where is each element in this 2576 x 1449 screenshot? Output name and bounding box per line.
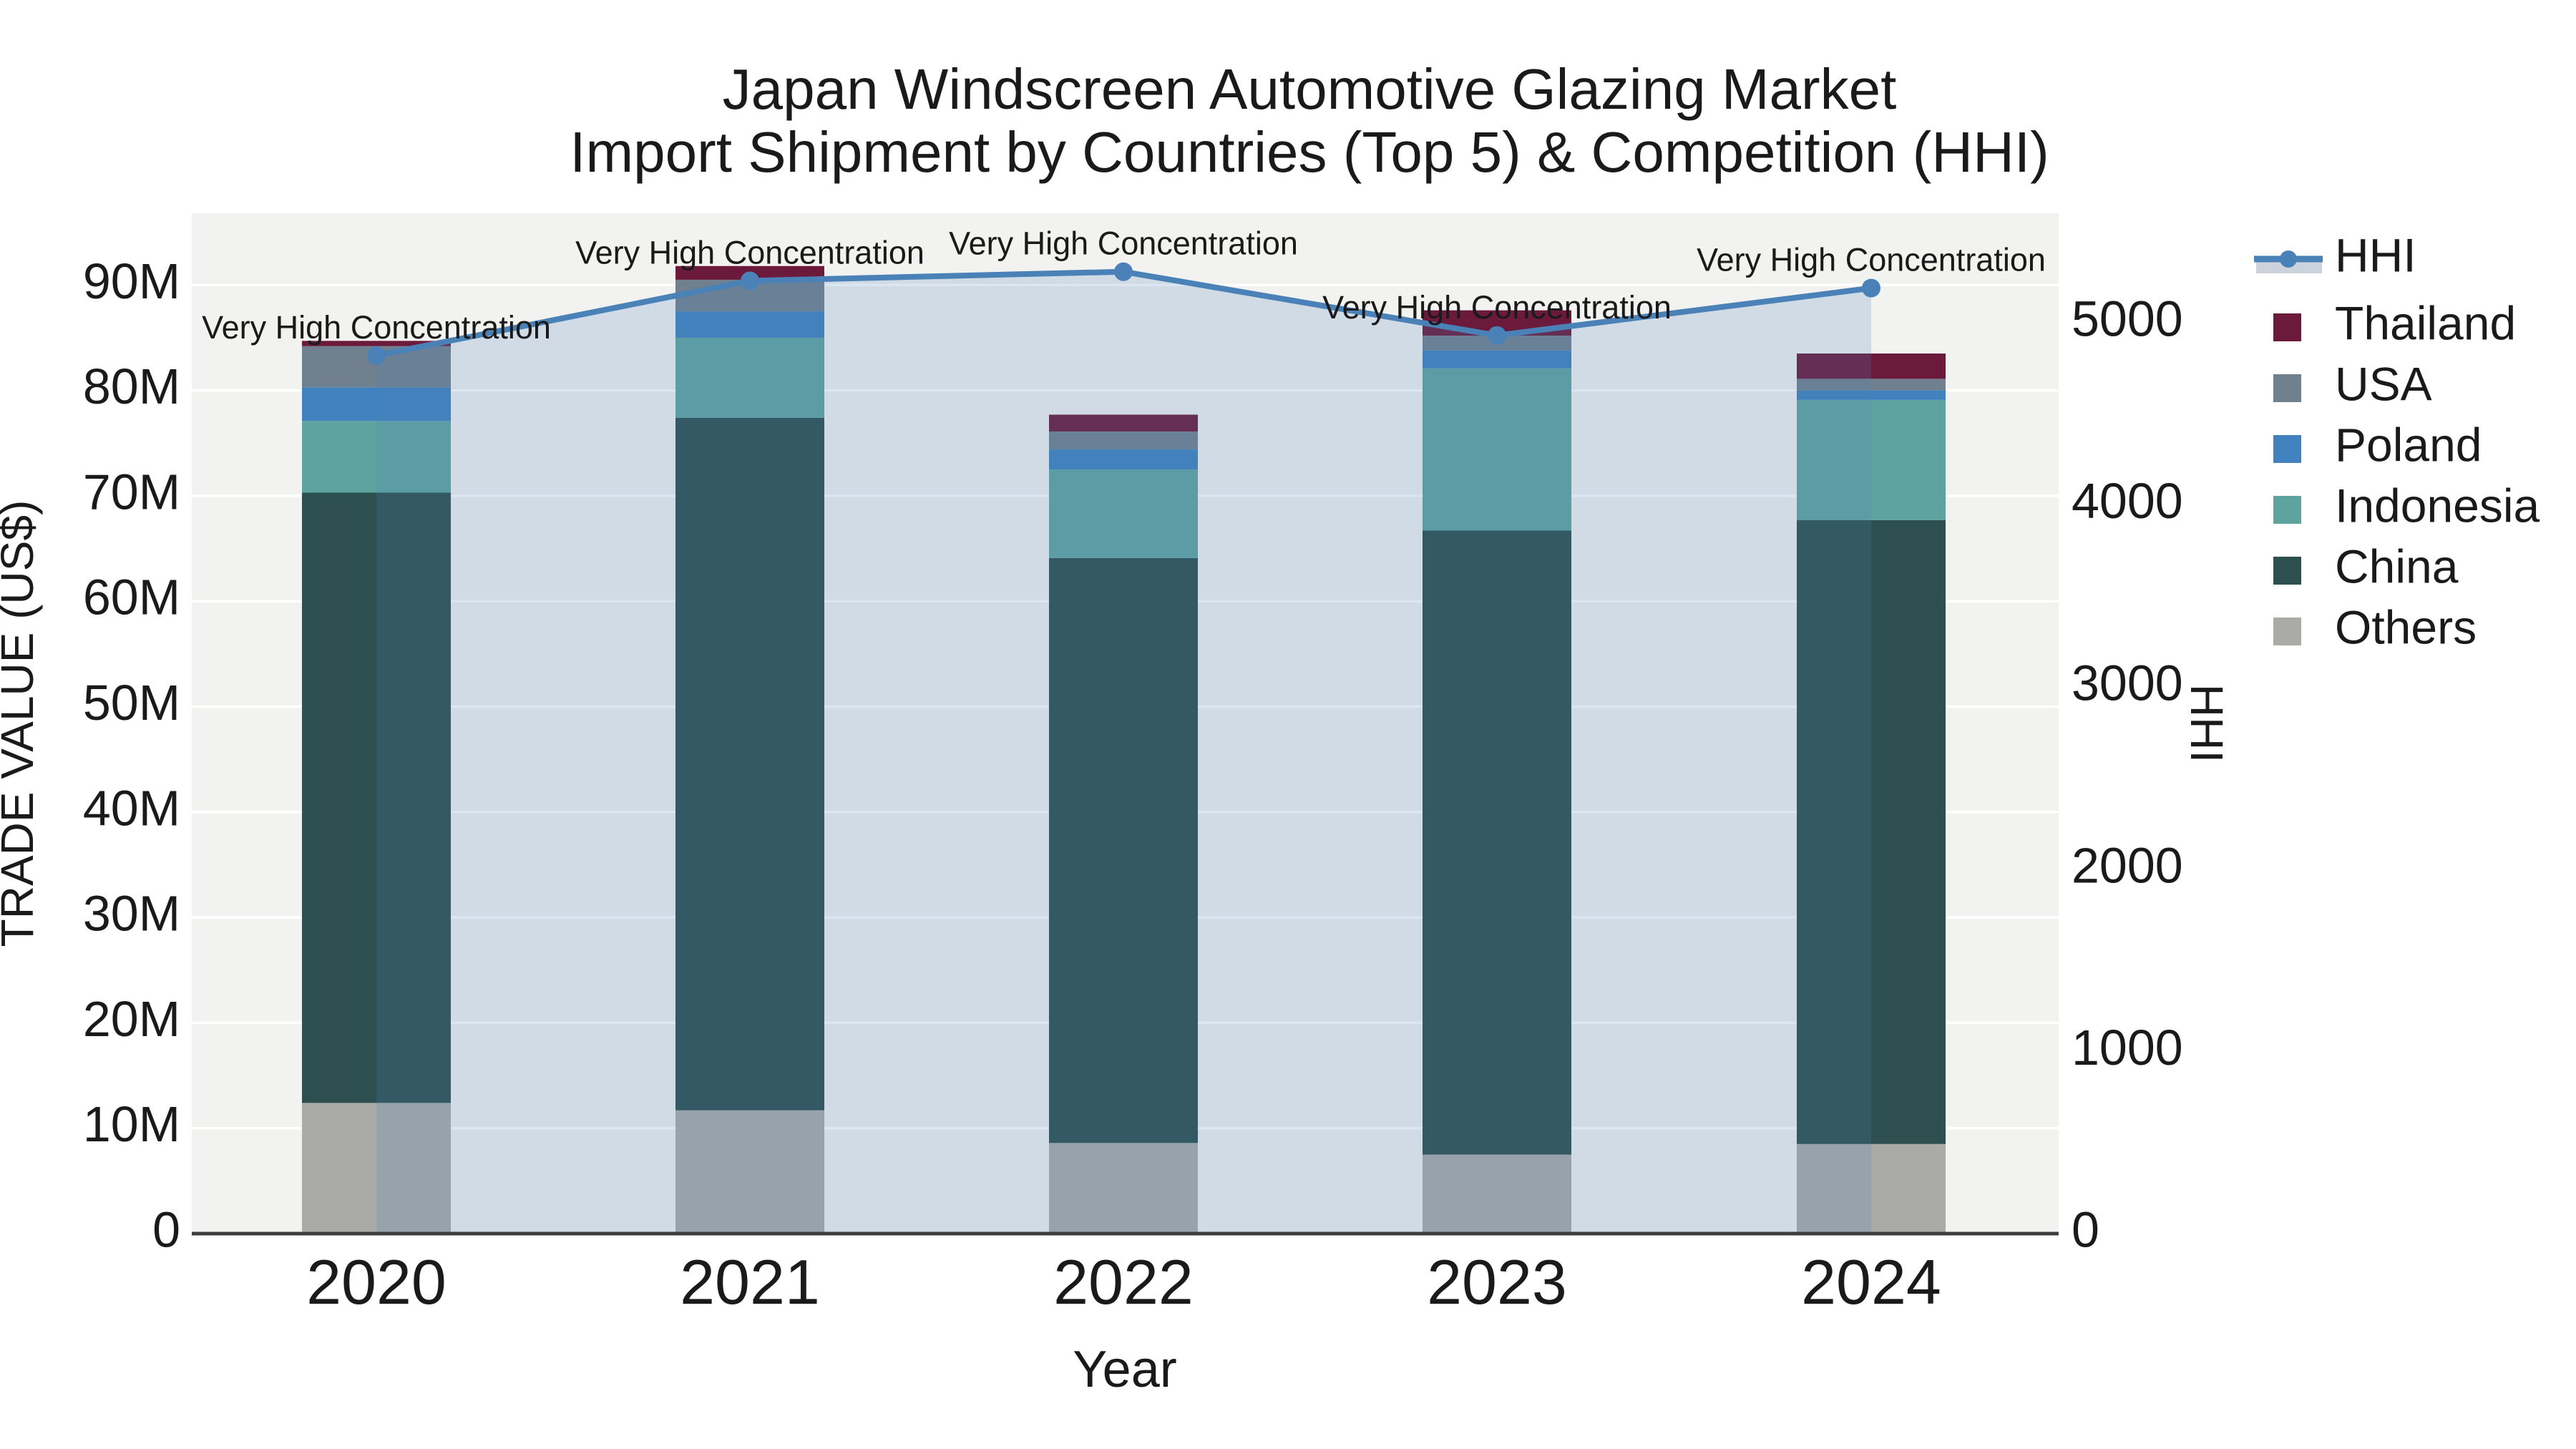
legend-swatch-poland bbox=[2273, 435, 2301, 463]
y-right-tick-4000: 4000 bbox=[2072, 473, 2183, 529]
legend-label-china: China bbox=[2335, 540, 2459, 592]
legend-item-poland[interactable]: Poland bbox=[2273, 418, 2482, 471]
y-left-tick-30M: 30M bbox=[83, 886, 180, 942]
x-axis-title: Year bbox=[1073, 1341, 1176, 1398]
y-right-tick-3000: 3000 bbox=[2072, 655, 2183, 711]
bar-segment-indonesia-2021[interactable] bbox=[675, 337, 824, 418]
bar-segment-china-2020[interactable] bbox=[302, 492, 451, 1103]
chart-title-line1: Japan Windscreen Automotive Glazing Mark… bbox=[723, 57, 1897, 121]
bar-segment-thailand-2022[interactable] bbox=[1049, 414, 1198, 432]
chart-title-line2: Import Shipment by Countries (Top 5) & C… bbox=[570, 120, 2049, 184]
bar-segment-others-2023[interactable] bbox=[1423, 1154, 1571, 1234]
bar-segment-poland-2021[interactable] bbox=[675, 311, 824, 338]
bar-segment-poland-2020[interactable] bbox=[302, 387, 451, 421]
y-left-tick-10M: 10M bbox=[83, 1096, 180, 1152]
legend-swatch-indonesia bbox=[2273, 496, 2301, 524]
y-left-axis-title: TRADE VALUE (US$) bbox=[0, 500, 43, 947]
annotation-2020: Very High Concentration bbox=[202, 309, 551, 346]
y-right-tick-1000: 1000 bbox=[2072, 1020, 2183, 1075]
hhi-marker-2023[interactable] bbox=[1488, 326, 1506, 345]
y-right-axis-title: HHI bbox=[2181, 684, 2233, 763]
legend-item-others[interactable]: Others bbox=[2273, 600, 2477, 653]
bar-segment-others-2022[interactable] bbox=[1049, 1143, 1198, 1234]
bar-segment-poland-2022[interactable] bbox=[1049, 449, 1198, 470]
bar-segment-indonesia-2023[interactable] bbox=[1423, 368, 1571, 531]
legend-label-poland: Poland bbox=[2335, 418, 2482, 471]
legend-item-indonesia[interactable]: Indonesia bbox=[2273, 479, 2540, 532]
y-right-tick-2000: 2000 bbox=[2072, 837, 2183, 893]
x-tick-2021: 2021 bbox=[680, 1246, 820, 1317]
legend-label-thailand: Thailand bbox=[2335, 296, 2516, 349]
legend-item-hhi[interactable]: HHI bbox=[2254, 228, 2416, 281]
bar-segment-china-2022[interactable] bbox=[1049, 557, 1198, 1143]
legend-item-thailand[interactable]: Thailand bbox=[2273, 296, 2516, 349]
legend-label-indonesia: Indonesia bbox=[2335, 479, 2540, 532]
hhi-marker-2024[interactable] bbox=[1862, 278, 1880, 298]
y-left-tick-60M: 60M bbox=[83, 570, 180, 625]
bar-segment-thailand-2024[interactable] bbox=[1797, 353, 1946, 379]
x-tick-2024: 2024 bbox=[1801, 1246, 1941, 1317]
annotation-2022: Very High Concentration bbox=[949, 225, 1298, 262]
bar-segment-thailand-2020[interactable] bbox=[302, 341, 451, 346]
legend-swatch-china bbox=[2273, 557, 2301, 585]
legend-swatch-thailand bbox=[2273, 313, 2301, 341]
bar-segment-china-2023[interactable] bbox=[1423, 530, 1571, 1155]
bar-segment-others-2021[interactable] bbox=[675, 1110, 824, 1234]
hhi-marker-2021[interactable] bbox=[741, 271, 759, 291]
bar-segment-indonesia-2022[interactable] bbox=[1049, 469, 1198, 558]
y-right-tick-0: 0 bbox=[2072, 1201, 2099, 1257]
hhi-fill-area bbox=[376, 271, 1871, 1234]
bar-segment-china-2024[interactable] bbox=[1797, 519, 1946, 1144]
hhi-marker-2022[interactable] bbox=[1114, 262, 1133, 281]
bar-segment-usa-2024[interactable] bbox=[1797, 379, 1946, 391]
bar-segment-indonesia-2020[interactable] bbox=[302, 421, 451, 493]
bar-segment-others-2024[interactable] bbox=[1797, 1143, 1946, 1234]
legend-item-usa[interactable]: USA bbox=[2273, 357, 2432, 410]
bar-segment-poland-2023[interactable] bbox=[1423, 350, 1571, 369]
bar-segment-poland-2024[interactable] bbox=[1797, 390, 1946, 400]
bar-segment-indonesia-2024[interactable] bbox=[1797, 399, 1946, 520]
legend-swatch-others bbox=[2273, 618, 2301, 645]
hhi-marker-2020[interactable] bbox=[367, 346, 386, 365]
y-left-tick-0: 0 bbox=[152, 1201, 180, 1257]
bar-segment-china-2021[interactable] bbox=[675, 417, 824, 1111]
annotation-2021: Very High Concentration bbox=[575, 234, 924, 270]
y-left-tick-20M: 20M bbox=[83, 991, 180, 1047]
bar-segment-usa-2022[interactable] bbox=[1049, 431, 1198, 450]
y-right-tick-5000: 5000 bbox=[2072, 291, 2183, 346]
x-tick-2020: 2020 bbox=[306, 1246, 447, 1317]
annotation-2023: Very High Concentration bbox=[1322, 289, 1672, 326]
legend-swatch-usa bbox=[2273, 374, 2301, 402]
y-left-tick-70M: 70M bbox=[83, 464, 180, 519]
bar-segment-others-2020[interactable] bbox=[302, 1103, 451, 1234]
legend-hhi-marker-sample bbox=[2280, 250, 2297, 268]
legend-item-china[interactable]: China bbox=[2273, 540, 2459, 592]
legend-label-hhi: HHI bbox=[2335, 228, 2416, 281]
annotation-2024: Very High Concentration bbox=[1697, 242, 2046, 278]
x-tick-2023: 2023 bbox=[1427, 1246, 1567, 1317]
y-left-tick-90M: 90M bbox=[83, 253, 180, 309]
legend-label-usa: USA bbox=[2335, 357, 2432, 410]
legend-label-others: Others bbox=[2335, 600, 2477, 653]
y-left-tick-50M: 50M bbox=[83, 675, 180, 731]
y-left-tick-80M: 80M bbox=[83, 358, 180, 414]
y-left-tick-40M: 40M bbox=[83, 780, 180, 836]
x-tick-2022: 2022 bbox=[1053, 1246, 1194, 1317]
